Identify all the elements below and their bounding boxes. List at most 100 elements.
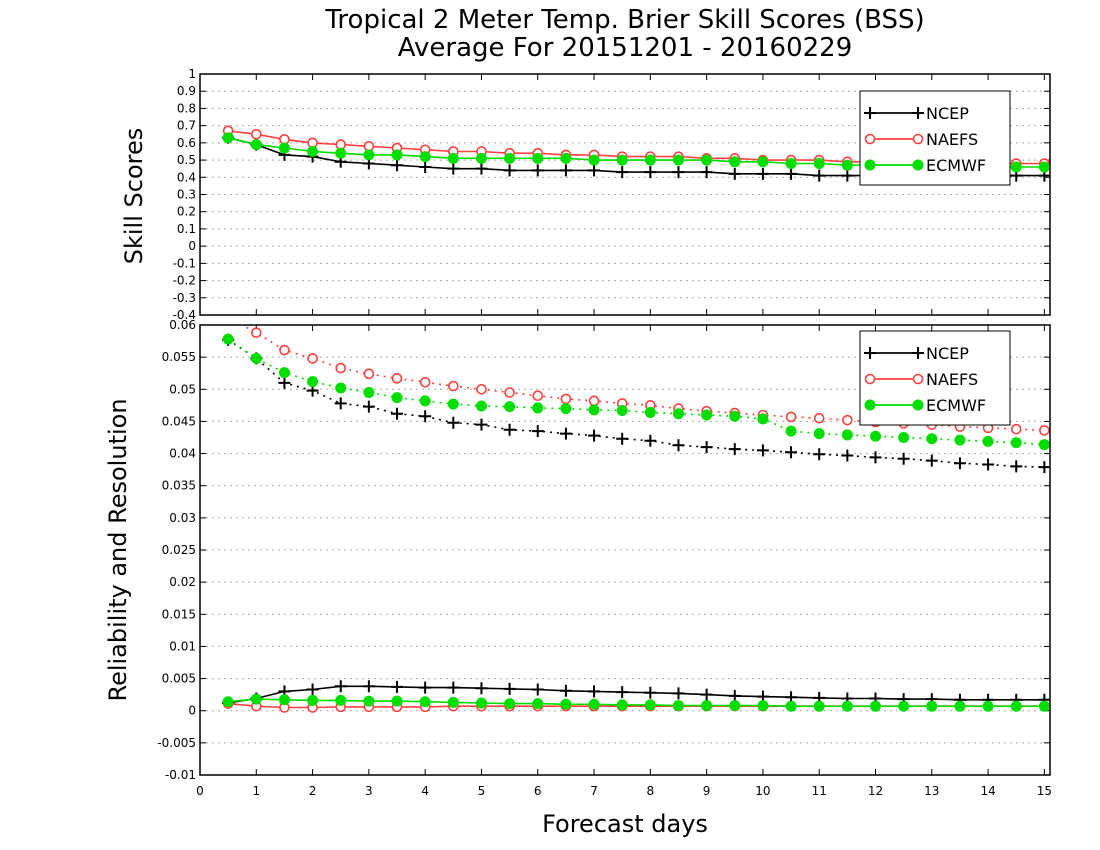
bottom-point-ecmwf: [841, 429, 853, 441]
bottom-point-ecmwf: [278, 694, 290, 706]
top-point-ecmwf: [701, 154, 713, 166]
x-tick-label: 8: [647, 784, 655, 798]
top-point-ecmwf: [588, 154, 600, 166]
chart-subtitle: Average For 20151201 - 20160229: [398, 33, 853, 63]
x-tick-label: 4: [421, 784, 429, 798]
bottom-y-tick-label: 0.01: [169, 639, 196, 653]
x-tick-label: 7: [590, 784, 598, 798]
legend-marker-naefs: [912, 373, 924, 385]
bottom-point-ecmwf: [701, 409, 713, 421]
bottom-point-ecmwf: [222, 333, 234, 345]
bottom-point-ecmwf: [701, 700, 713, 712]
top-point-ecmwf: [813, 158, 825, 170]
bottom-point-ncep: [559, 684, 572, 697]
top-y-tick-label: -0.4: [173, 308, 196, 322]
bottom-point-ecmwf: [588, 698, 600, 710]
bottom-point-naefs: [588, 395, 600, 407]
bottom-point-ecmwf: [616, 405, 628, 416]
bottom-point-ecmwf: [532, 402, 544, 414]
top-y-tick-label: 0.8: [177, 101, 196, 115]
bottom-point-ecmwf: [307, 694, 319, 706]
top-y-tick-label: -0.3: [173, 291, 196, 305]
bottom-point-ncep: [1010, 460, 1023, 473]
top-point-ecmwf: [307, 145, 319, 157]
top-legend: NCEP NAEFS ECMWF: [859, 90, 1011, 186]
top-point-ecmwf: [447, 152, 459, 164]
bottom-point-ecmwf: [869, 700, 881, 712]
bottom-point-ncep: [841, 449, 854, 462]
top-y-tick-label: 0.9: [177, 84, 196, 98]
bottom-point-ncep: [588, 429, 601, 442]
bottom-point-ncep: [728, 443, 741, 456]
x-tick-label: 0: [196, 784, 204, 798]
bottom-point-naefs: [842, 414, 853, 426]
x-tick-label: 6: [534, 784, 542, 798]
bottom-y-tick-label: 0.055: [162, 350, 196, 364]
bottom-point-ecmwf: [1038, 439, 1050, 451]
top-point-ecmwf: [757, 156, 769, 168]
top-point-ncep: [672, 166, 685, 179]
bottom-point-ecmwf: [729, 410, 741, 422]
bottom-point-ecmwf: [954, 434, 966, 446]
bottom-y-tick-label: 0.02: [169, 575, 196, 589]
top-point-ncep: [700, 166, 713, 179]
bottom-point-ecmwf: [250, 352, 262, 364]
bottom-point-ncep: [391, 407, 404, 420]
top-point-ecmwf: [729, 156, 741, 168]
top-point-ncep: [841, 169, 854, 182]
bottom-point-ncep: [531, 425, 544, 438]
legend-marker-ecmwf: [864, 399, 876, 411]
top-point-ecmwf: [391, 149, 403, 161]
top-point-ncep: [475, 162, 488, 175]
bottom-point-ecmwf: [1010, 700, 1022, 712]
bottom-y-tick-label: 0.005: [162, 672, 196, 686]
bottom-point-ncep: [1038, 461, 1050, 474]
bottom-point-ncep: [672, 687, 685, 700]
top-y-axis-title: Skill Scores: [120, 128, 148, 265]
bottom-point-ncep: [391, 680, 404, 693]
bottom-point-ecmwf: [504, 401, 516, 413]
bottom-point-ecmwf: [1010, 437, 1022, 449]
bottom-y-tick-label: 0.045: [162, 414, 196, 428]
bottom-point-ecmwf: [926, 433, 938, 445]
bottom-point-ecmwf: [560, 698, 572, 710]
top-y-tick-label: -0.1: [173, 256, 196, 270]
bottom-point-ncep: [531, 683, 544, 696]
bottom-point-ncep: [278, 376, 291, 389]
bottom-point-ncep: [419, 681, 432, 694]
top-point-ecmwf: [363, 149, 375, 161]
top-point-naefs: [250, 128, 262, 140]
bottom-legend: NCEP NAEFS ECMWF: [859, 330, 1011, 426]
x-tick-label: 10: [755, 784, 770, 798]
bottom-point-ncep: [953, 457, 966, 470]
top-point-ecmwf: [644, 154, 656, 166]
top-point-ecmwf: [841, 159, 853, 171]
bottom-point-ecmwf: [869, 430, 881, 442]
bottom-point-ncep: [813, 448, 826, 461]
bottom-point-ecmwf: [813, 700, 825, 712]
bottom-point-ncep: [559, 427, 572, 440]
bottom-y-tick-label: 0: [188, 704, 196, 718]
bottom-point-ncep: [503, 423, 516, 436]
x-tick-label: 12: [868, 784, 883, 798]
bottom-point-naefs: [785, 411, 797, 423]
top-point-ncep: [644, 166, 657, 179]
bottom-point-ecmwf: [475, 697, 487, 709]
bottom-point-ecmwf: [307, 376, 319, 388]
top-point-ncep: [616, 166, 629, 179]
top-point-ecmwf: [1038, 161, 1050, 173]
bottom-point-ncep: [644, 686, 657, 699]
top-point-ncep: [785, 167, 798, 180]
bottom-y-tick-label: -0.01: [165, 768, 196, 782]
bottom-point-ncep: [447, 416, 460, 429]
legend-marker-ncep: [912, 107, 924, 119]
legend-marker-ncep: [864, 107, 876, 119]
top-point-ncep: [813, 169, 826, 182]
top-y-tick-label: 0.5: [177, 153, 196, 167]
top-point-ecmwf: [278, 142, 290, 154]
top-point-ecmwf: [222, 132, 234, 144]
bottom-point-ncep: [447, 681, 460, 694]
bottom-point-naefs: [1010, 423, 1022, 435]
bottom-point-ecmwf: [644, 699, 656, 711]
